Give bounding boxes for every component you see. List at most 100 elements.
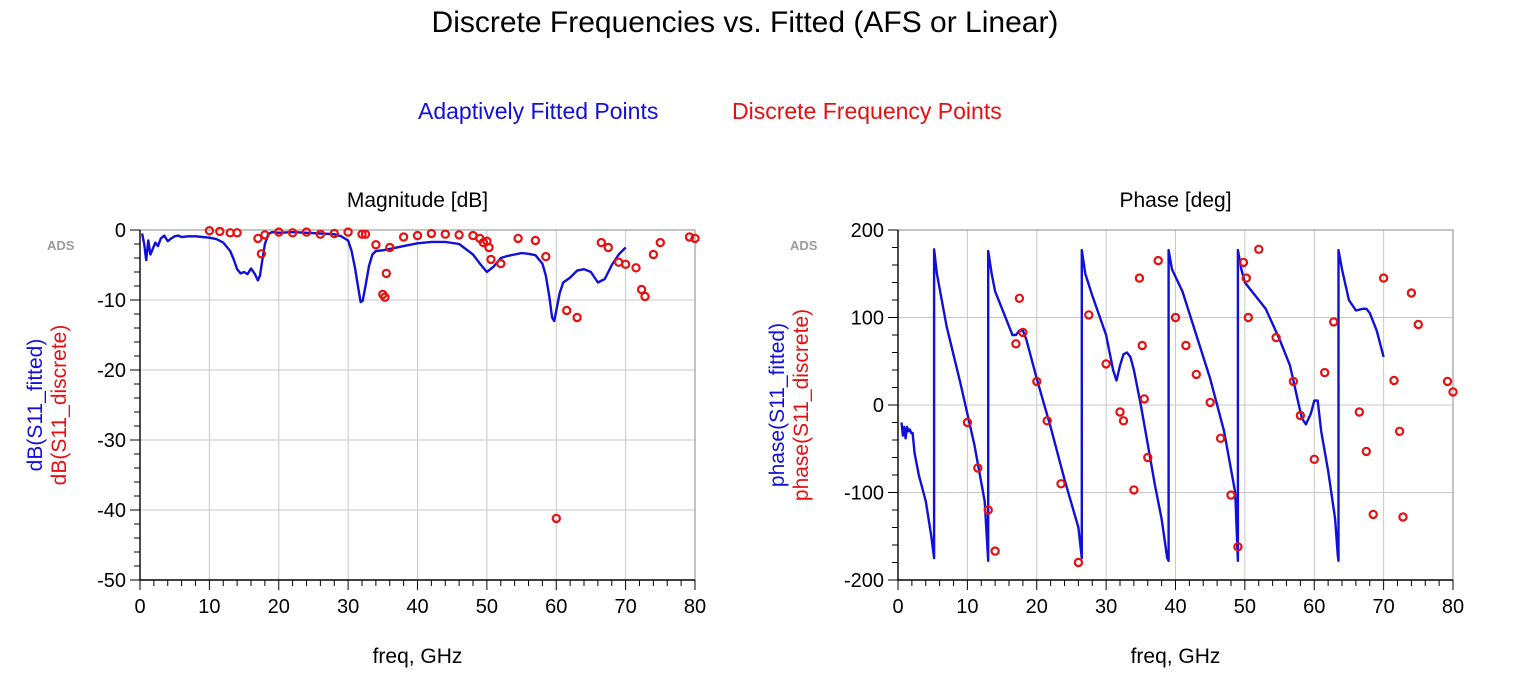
phase-x-tick-label: 50 (1234, 596, 1256, 618)
magnitude-y-tick-label: -50 (97, 570, 126, 592)
magnitude-series (140, 225, 700, 524)
magnitude-discrete-point (380, 292, 390, 302)
magnitude-x-axis-label: freq, GHz (373, 645, 463, 668)
magnitude-y-axis-label-fitted: dB(S11_fitted) (24, 339, 47, 472)
magnitude-discrete-point (572, 312, 582, 323)
phase-discrete-point (983, 505, 993, 515)
magnitude-discrete-point (426, 228, 437, 239)
phase-fitted-line (900, 248, 1385, 562)
magnitude-discrete-point (274, 227, 284, 237)
magnitude-discrete-point (301, 227, 312, 237)
magnitude-x-tick-label: 40 (406, 596, 428, 618)
phase-discrete-point (1448, 387, 1458, 397)
phase-discrete-point (1226, 490, 1236, 500)
magnitude-discrete-point (496, 258, 506, 269)
phase-discrete-point (1233, 542, 1243, 552)
phase-discrete-point (1361, 446, 1372, 457)
magnitude-x-tick-label: 60 (545, 596, 567, 618)
phase-discrete-point (1042, 416, 1052, 426)
magnitude-discrete-point (551, 513, 562, 524)
magnitude-discrete-point (636, 284, 647, 295)
phase-discrete-point (1205, 397, 1215, 408)
phase-y-tick-label: 100 (851, 308, 884, 330)
phase-y-axis-label-fitted: phase(S11_fitted) (766, 323, 789, 487)
magnitude-watermark: ADS (47, 238, 75, 253)
magnitude-discrete-point (260, 230, 270, 240)
phase-discrete-point (1118, 416, 1129, 426)
magnitude-discrete-point (204, 225, 215, 236)
magnitude-discrete-point (440, 229, 450, 239)
phase-discrete-point (1378, 273, 1389, 283)
magnitude-discrete-point (648, 249, 659, 260)
magnitude-discrete-point (596, 237, 607, 248)
phase-discrete-point (1394, 426, 1405, 436)
magnitude-y-axis-label-discrete: dB(S11_discrete) (48, 325, 71, 486)
phase-x-tick-label: 0 (892, 596, 903, 618)
phase-discrete-point (1115, 407, 1125, 417)
phase-discrete-point (1328, 317, 1339, 327)
phase-x-tick-label: 70 (1373, 596, 1395, 618)
phase-discrete-point (1073, 557, 1084, 568)
phase-y-tick-label: 200 (851, 220, 884, 242)
phase-discrete-point (973, 463, 983, 473)
phase-discrete-point (1181, 340, 1191, 351)
magnitude-discrete-point (398, 232, 409, 242)
magnitude-discrete-point (454, 230, 464, 240)
magnitude-x-tick-label: 10 (198, 596, 220, 618)
phase-discrete-point (1011, 339, 1021, 349)
phase-grid (898, 230, 1453, 580)
magnitude-discrete-point (215, 226, 225, 237)
phase-discrete-point (1084, 310, 1094, 320)
phase-discrete-point (1139, 394, 1150, 404)
phase-ticks: 0 10 20 30 40 50 60 70 80 200 100 0 -100 -200 (844, 220, 1464, 618)
phase-discrete-point (1056, 479, 1066, 489)
phase-discrete-point (1215, 433, 1226, 443)
magnitude-x-tick-label: 50 (476, 596, 498, 618)
phase-title: Phase [deg] (1119, 189, 1231, 212)
phase-discrete-point (1413, 319, 1424, 330)
legend-discrete-label: Discrete Frequency Points (732, 98, 1002, 124)
phase-discrete-point (1241, 273, 1252, 283)
phase-discrete-point (1389, 375, 1399, 386)
magnitude-y-tick-label: -20 (97, 360, 126, 382)
magnitude-x-tick-label: 80 (684, 596, 706, 618)
magnitude-discrete-point (690, 233, 700, 244)
phase-y-tick-label: -200 (844, 570, 884, 592)
phase-discrete-point (1032, 376, 1042, 387)
phase-y-tick-label: 0 (873, 395, 884, 417)
magnitude-discrete-point (484, 242, 494, 253)
magnitude-discrete-point (620, 259, 631, 269)
phase-series (900, 244, 1458, 568)
phase-discrete-point (1368, 509, 1378, 520)
magnitude-x-tick-label: 0 (134, 596, 145, 618)
magnitude-discrete-point (232, 228, 242, 238)
phase-discrete-point (1288, 376, 1299, 387)
magnitude-fitted-line (140, 230, 627, 323)
magnitude-discrete-point (315, 229, 326, 239)
phase-discrete-point (962, 417, 973, 428)
magnitude-discrete-point (640, 291, 650, 302)
magnitude-ticks: 0 10 20 30 40 50 60 70 80 0 -10 -20 -30 -40 -50 (97, 220, 706, 618)
magnitude-discrete-point (357, 229, 367, 239)
magnitude-y-tick-label: -30 (97, 430, 126, 452)
phase-discrete-point (1271, 332, 1281, 343)
magnitude-discrete-point (371, 239, 381, 250)
magnitude-discrete-point (256, 249, 267, 259)
magnitude-discrete-point (684, 232, 695, 242)
phase-discrete-point (1406, 288, 1417, 298)
magnitude-discrete-point (541, 251, 551, 262)
phase-x-axis-label: freq, GHz (1131, 645, 1221, 668)
phase-x-tick-label: 60 (1303, 596, 1325, 618)
phase-discrete-point (1143, 452, 1153, 463)
phase-discrete-point (1295, 410, 1306, 421)
phase-x-tick-label: 80 (1442, 596, 1464, 618)
magnitude-y-tick-label: -10 (97, 290, 126, 312)
magnitude-discrete-point (381, 268, 391, 279)
phase-y-tick-label: -100 (844, 483, 884, 505)
phase-discrete-point (990, 546, 1000, 556)
magnitude-discrete-point (343, 227, 353, 237)
magnitude-title: Magnitude [dB] (347, 189, 488, 212)
phase-discrete-point (1134, 273, 1145, 283)
magnitude-discrete-point (603, 242, 614, 253)
